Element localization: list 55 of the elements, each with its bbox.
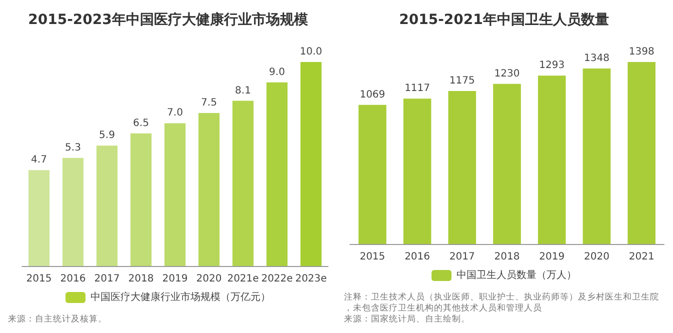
data-label: 1175: [449, 76, 475, 87]
data-label: 4.7: [31, 154, 47, 166]
x-tick-label: 2015: [26, 274, 52, 284]
bar: [96, 146, 118, 266]
x-tick-label: 2015: [360, 252, 386, 262]
data-label: 1230: [494, 68, 520, 80]
x-tick-label: 2019: [539, 252, 565, 262]
data-label: 5.9: [99, 130, 115, 142]
bar: [493, 84, 521, 244]
x-tick-label: 2018: [128, 274, 154, 284]
data-label: 1348: [584, 53, 610, 64]
data-label: 7.0: [167, 108, 183, 119]
bar: [28, 170, 50, 266]
data-label: 9.0: [269, 66, 285, 78]
bar: [232, 100, 254, 266]
chart-title: 2015-2023年中国医疗大健康行业市场规模: [28, 11, 309, 28]
x-tick-label: 2016: [404, 252, 430, 262]
bar: [164, 123, 186, 266]
data-label: 1069: [360, 89, 386, 100]
bar: [198, 113, 220, 266]
x-tick-label: 2020: [196, 274, 222, 284]
x-tick-label: 2022e: [261, 274, 293, 284]
chart-title: 2015-2021年中国卫生人员数量: [399, 12, 609, 28]
x-tick-label: 2017: [94, 274, 120, 284]
x-tick-label: 2023e: [295, 274, 327, 284]
x-tick-label: 2018: [494, 252, 520, 262]
x-tick-label: 2016: [60, 274, 86, 284]
data-label: 5.3: [65, 142, 81, 154]
bar: [403, 98, 432, 244]
bar: [538, 76, 566, 244]
bar: [358, 104, 386, 244]
x-tick-label: 2017: [449, 252, 475, 262]
data-label: 1398: [628, 46, 654, 58]
bar: [62, 158, 84, 266]
data-label: 7.5: [201, 98, 217, 108]
data-label: 10.0: [300, 46, 322, 58]
legend-label: 中国卫生人员数量（万人）: [456, 269, 576, 281]
source-note: 来源：自主统计及核算。: [8, 314, 107, 324]
bar: [582, 68, 611, 244]
bar: [266, 82, 288, 266]
bar: [628, 62, 656, 244]
source-note: 来源：国家统计局、自主绘制。: [344, 314, 470, 324]
data-label: 1117: [404, 83, 430, 94]
data-label: 6.5: [133, 118, 149, 129]
text: 注释：卫生技术人员（执业医师、职业护士、执业药师等）及乡村医生和卫生院，未包含医疗卫生机构的其他技术人员和管理人员: [344, 292, 659, 314]
x-tick-label: 2019: [162, 274, 188, 284]
legend-label: 中国医疗大健康行业市场规模（万亿元）: [90, 291, 270, 303]
bar: [300, 62, 322, 266]
x-tick-label: 2021: [628, 252, 654, 262]
data-label: 8.1: [235, 85, 251, 96]
bar: [448, 91, 476, 244]
x-tick-label: 2020: [584, 252, 610, 262]
bar: [130, 133, 152, 266]
x-tick-label: 2021e: [227, 274, 259, 284]
data-label: 1293: [539, 60, 565, 72]
